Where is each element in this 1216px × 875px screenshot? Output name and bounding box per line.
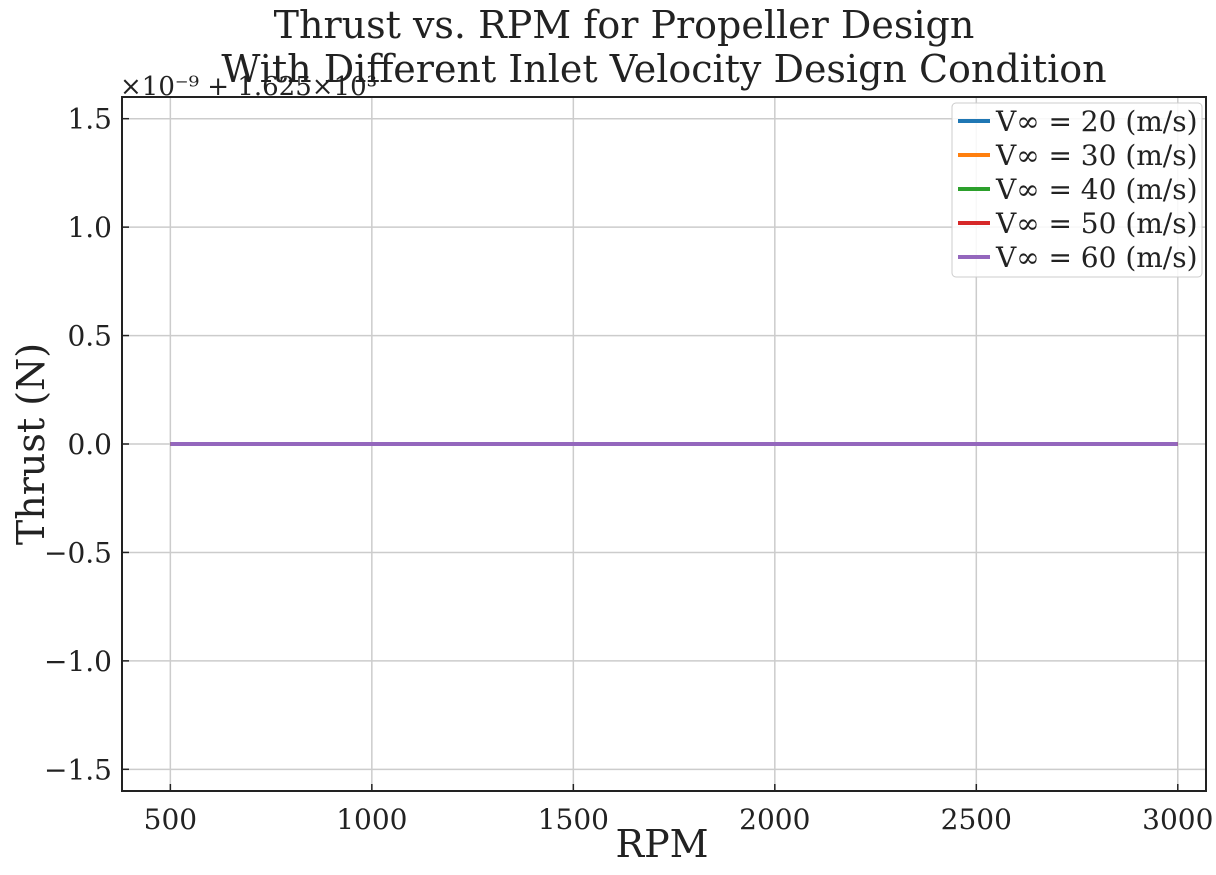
y-axis-title: Thrust (N) bbox=[9, 343, 53, 545]
legend-entry-label: V∞ = 20 (m/s) bbox=[995, 105, 1198, 138]
y-tick-label: −1.0 bbox=[44, 645, 112, 678]
x-tick-label: 1000 bbox=[336, 803, 407, 836]
y-tick-label: 0.5 bbox=[67, 320, 112, 353]
y-tick-label: 1.5 bbox=[67, 103, 112, 136]
y-tick-label: 1.0 bbox=[67, 211, 112, 244]
x-ticks: 500 1000 1500 2000 2500 3000 bbox=[144, 784, 1213, 836]
y-ticks: 1.5 1.0 0.5 0.0 −0.5 −1.0 −1.5 bbox=[44, 103, 129, 786]
legend-entry-label: V∞ = 30 (m/s) bbox=[995, 139, 1198, 172]
legend-entry-label: V∞ = 60 (m/s) bbox=[995, 241, 1198, 274]
y-tick-label: 0.0 bbox=[67, 428, 112, 461]
chart-title-line-1: Thrust vs. RPM for Propeller Design bbox=[274, 3, 975, 47]
y-tick-label: −0.5 bbox=[44, 536, 112, 569]
x-tick-label: 2500 bbox=[941, 803, 1012, 836]
legend: V∞ = 20 (m/s)V∞ = 30 (m/s)V∞ = 40 (m/s)V… bbox=[951, 102, 1203, 278]
x-tick-label: 2000 bbox=[739, 803, 810, 836]
x-tick-label: 3000 bbox=[1142, 803, 1213, 836]
x-tick-label: 500 bbox=[144, 803, 197, 836]
legend-entry-label: V∞ = 50 (m/s) bbox=[995, 207, 1198, 240]
x-tick-label: 1500 bbox=[538, 803, 609, 836]
chart-title-line-2: With Different Inlet Velocity Design Con… bbox=[221, 47, 1106, 91]
legend-box bbox=[951, 102, 1203, 278]
legend-entry-label: V∞ = 40 (m/s) bbox=[995, 173, 1198, 206]
y-tick-label: −1.5 bbox=[44, 753, 112, 786]
x-axis-title: RPM bbox=[615, 822, 708, 866]
